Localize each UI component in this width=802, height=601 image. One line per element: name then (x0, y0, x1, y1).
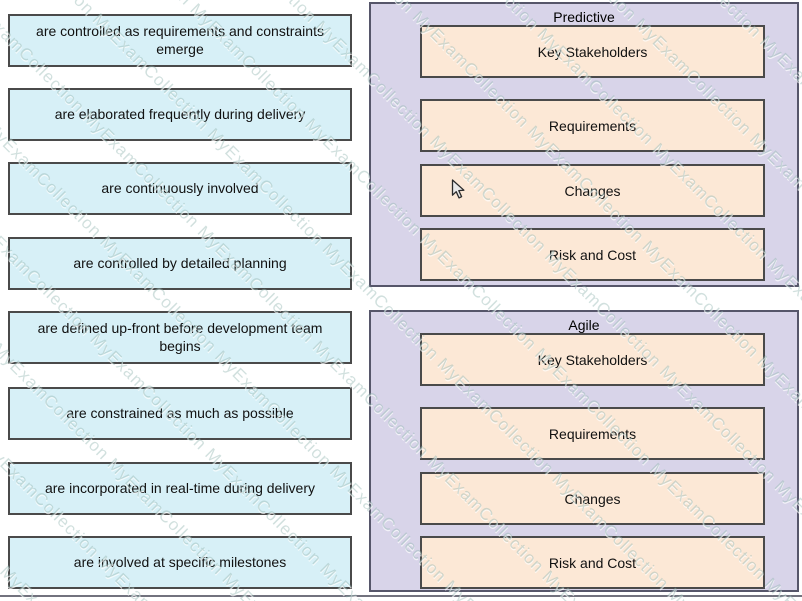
panel-title: Predictive (553, 9, 615, 25)
drop-slot[interactable]: Changes (420, 164, 765, 217)
drop-slot[interactable]: Key Stakeholders (420, 25, 765, 78)
statement-card[interactable]: are controlled by detailed planning (8, 237, 352, 290)
statement-card[interactable]: are involved at specific milestones (8, 536, 352, 589)
drop-slot[interactable]: Changes (420, 472, 765, 525)
statement-card[interactable]: are controlled as requirements and const… (8, 14, 352, 67)
statement-card[interactable]: are elaborated frequently during deliver… (8, 88, 352, 141)
statement-card[interactable]: are constrained as much as possible (8, 387, 352, 440)
drop-slot[interactable]: Risk and Cost (420, 536, 765, 589)
drop-slot[interactable]: Requirements (420, 407, 765, 460)
statement-card[interactable]: are incorporated in real-time during del… (8, 462, 352, 515)
drop-slot[interactable]: Key Stakeholders (420, 333, 765, 386)
drop-slot[interactable]: Risk and Cost (420, 228, 765, 281)
statement-card[interactable]: are defined up-front before development … (8, 311, 352, 364)
statement-card[interactable]: are continuously involved (8, 162, 352, 215)
panel-title: Agile (568, 317, 600, 333)
bottom-divider (0, 595, 802, 597)
panel-predictive: Predictive Requirements Changes Risk and… (369, 2, 799, 287)
panel-agile: Agile Requirements Changes Risk and Cost… (369, 310, 799, 592)
drop-slot[interactable]: Requirements (420, 99, 765, 152)
